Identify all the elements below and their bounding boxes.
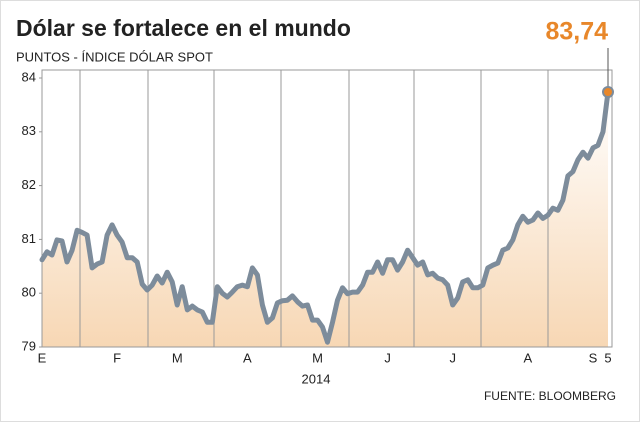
plot-frame (41, 69, 613, 348)
x-tick-label: M (312, 350, 323, 365)
x-tick-label: M (172, 350, 183, 365)
x-tick-label: E (38, 350, 47, 365)
y-tick-label: 84 (22, 69, 36, 84)
y-tick-label: 79 (22, 338, 36, 353)
x-axis-label: 2014 (302, 371, 331, 386)
area-fill (42, 92, 608, 347)
line (39, 89, 611, 345)
source: FUENTE: BLOOMBERG (484, 389, 616, 403)
y-tick-label: 83 (22, 123, 36, 138)
x-tick-label: 5 (604, 350, 611, 365)
x-tick-label: J (449, 350, 456, 365)
point (602, 85, 614, 98)
y-tick-label: 82 (22, 177, 36, 192)
value-label: 83,74 (545, 18, 608, 46)
y-tick-label: 81 (22, 231, 36, 246)
y-tick-label: 80 (22, 285, 36, 300)
x-tick-label: A (243, 350, 252, 365)
x-tick-label: J (384, 350, 391, 365)
x-tick-label: S (589, 350, 598, 365)
chart-title: Dólar se fortalece en el mundo (16, 15, 351, 41)
chart-subtitle: PUNTOS - ÍNDICE DÓLAR SPOT (16, 49, 213, 64)
x-tick-label: F (113, 350, 121, 365)
x-tick-label: A (524, 350, 533, 365)
